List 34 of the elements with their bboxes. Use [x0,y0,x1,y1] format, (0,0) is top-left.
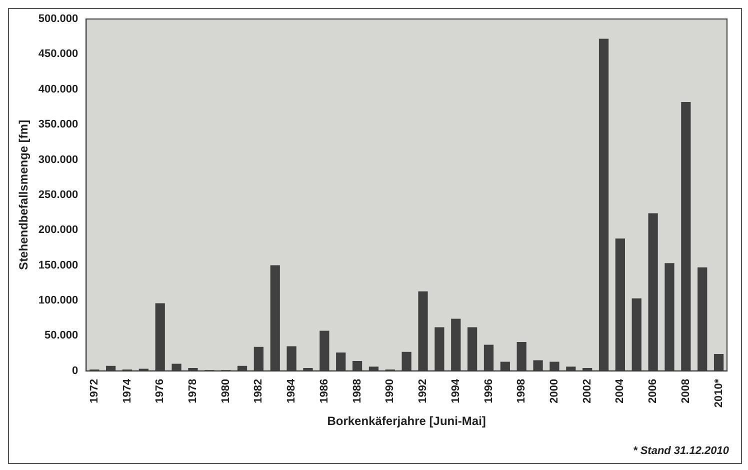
x-tick-label: 2008 [680,378,692,404]
x-tick-label: 1988 [351,378,364,404]
x-tick-label: 1998 [516,378,528,404]
x-tick-label: 2006 [647,378,660,404]
x-tick-label: 1992 [417,378,430,404]
y-tick-label: 250.000 [38,188,78,201]
y-tick-label: 150.000 [38,259,78,272]
y-tick-label: 50.000 [44,330,78,342]
x-tick-label: 1974 [121,378,134,404]
x-tick-label: 1982 [252,378,265,404]
x-tick-label: 1980 [220,378,232,404]
x-tick-label: 1976 [154,378,166,404]
x-axis-title: Borkenkäferjahre [Juni-Mai] [327,414,486,428]
y-tick-label: 200.000 [38,224,78,236]
x-tick-label: 2002 [581,378,594,404]
x-tick-label: 1978 [187,378,199,404]
x-tick-label: 2010* [712,378,725,408]
x-tick-label: 2004 [614,378,626,404]
y-tick-label: 450.000 [38,48,78,60]
y-tick-label: 100.000 [38,294,78,307]
y-tick-label: 300.000 [38,154,78,166]
x-tick-label: 1984 [286,378,298,404]
x-tick-label: 1990 [384,378,396,404]
x-tick-label: 1996 [482,378,495,404]
y-axis-title: Stehendbefallsmenge [fm] [16,120,31,270]
y-tick-label: 350.000 [38,118,78,131]
y-tick-label: 0 [72,364,78,377]
x-tick-label: 1972 [88,378,100,404]
y-tick-label: 400.000 [38,83,78,96]
y-tick-label: 500.000 [38,13,78,26]
text: * Stand 31.12.2010 [632,445,729,457]
x-tick-label: 1994 [450,378,462,404]
x-tick-label: 1986 [318,378,330,404]
x-tick-label: 2000 [548,378,560,404]
